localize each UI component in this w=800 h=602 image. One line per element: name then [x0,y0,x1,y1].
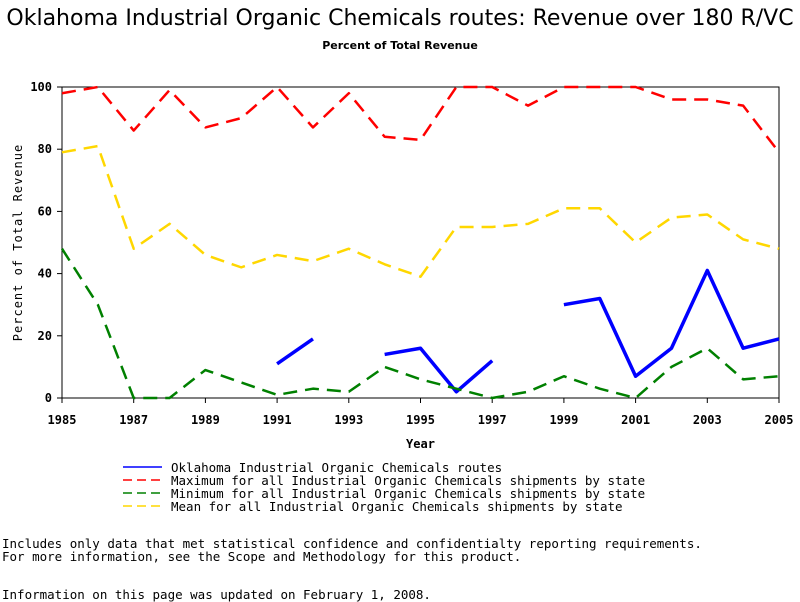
note-methodology: For more information, see the Scope and … [2,549,522,564]
x-tick-label: 1993 [334,413,363,427]
chart-title: Oklahoma Industrial Organic Chemicals ro… [6,6,794,31]
chart-subtitle: Percent of Total Revenue [322,39,478,52]
y-tick-label: 40 [38,267,52,281]
y-tick-label: 60 [38,204,52,218]
series-line-segment [61,85,780,154]
plot-frame [61,86,780,399]
y-tick-label: 0 [45,391,52,405]
series-line-segment [384,346,494,394]
legend-entry-label: Maximum for all Industrial Organic Chemi… [171,473,645,488]
note-confidentiality: Includes only data that met statistical … [2,536,702,551]
series-line-segment [276,337,314,366]
x-tick-label: 2003 [693,413,722,427]
y-tick-label: 20 [38,329,52,343]
series-1 [61,85,780,154]
note-updated: Information on this page was updated on … [2,587,431,602]
x-axis-label: Year [406,437,435,451]
series-line-segment [60,248,780,400]
legend-entry-label: Minimum for all Industrial Organic Chemi… [171,486,645,501]
x-tick-label: 1997 [478,413,507,427]
x-tick-label: 1991 [263,413,292,427]
x-tick-label: 1985 [48,413,77,427]
x-tick-label: 1989 [191,413,220,427]
y-axis-label: Percent of Total Revenue [11,144,25,341]
x-tick-label: 1999 [549,413,578,427]
x-tick-label: 2001 [621,413,650,427]
legend-entry-label: Mean for all Industrial Organic Chemical… [171,499,623,514]
x-tick-label: 2005 [765,413,794,427]
series-line-segment [563,268,780,378]
series-line-segment [61,144,780,278]
y-tick-label: 100 [30,80,52,94]
legend-entry-label: Oklahoma Industrial Organic Chemicals ro… [171,460,502,475]
x-tick-label: 1987 [119,413,148,427]
y-tick-label: 80 [38,142,52,156]
series-3 [61,144,780,278]
series-2 [60,248,780,400]
series-0 [276,268,780,394]
x-tick-label: 1995 [406,413,435,427]
